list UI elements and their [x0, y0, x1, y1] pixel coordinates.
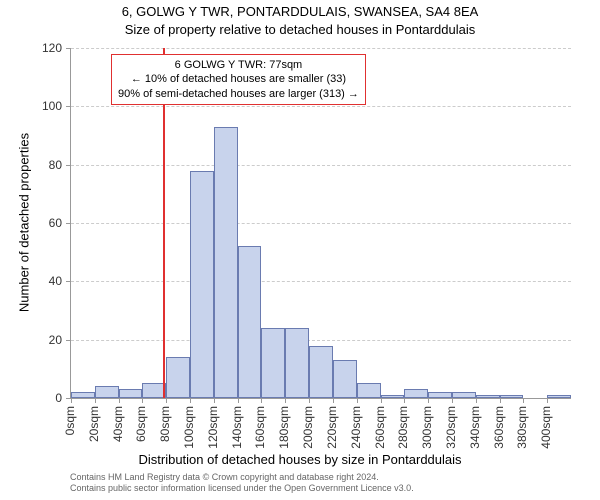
histogram-bar [166, 357, 190, 398]
x-tick-label: 100sqm [182, 406, 196, 449]
chart-container: 6, GOLWG Y TWR, PONTARDDULAIS, SWANSEA, … [0, 0, 600, 500]
histogram-bar [285, 328, 309, 398]
x-tick-label: 120sqm [206, 406, 220, 449]
x-tick-label: 20sqm [87, 406, 101, 442]
histogram-bar [309, 346, 333, 399]
x-tick-label: 340sqm [468, 406, 482, 449]
y-tick-label: 80 [49, 158, 62, 172]
x-tick-label: 160sqm [253, 406, 267, 449]
footer: Contains HM Land Registry data © Crown c… [70, 472, 414, 494]
x-tick-label: 40sqm [111, 406, 125, 442]
annotation-line1: 6 GOLWG Y TWR: 77sqm [118, 58, 359, 72]
y-tick-label: 20 [49, 333, 62, 347]
x-tick-label: 360sqm [492, 406, 506, 449]
annotation-line2: ← 10% of detached houses are smaller (33… [118, 72, 359, 86]
y-tick [66, 106, 71, 107]
histogram-bar [238, 246, 262, 398]
y-tick-label: 40 [49, 274, 62, 288]
x-tick-label: 140sqm [230, 406, 244, 449]
gridline [71, 223, 571, 224]
x-tick-label: 200sqm [301, 406, 315, 449]
x-tick-label: 300sqm [420, 406, 434, 449]
x-tick-label: 240sqm [349, 406, 363, 449]
x-tick-label: 320sqm [444, 406, 458, 449]
histogram-bar [404, 389, 428, 398]
histogram-bar [190, 171, 214, 399]
gridline [71, 340, 571, 341]
x-tick-label: 80sqm [158, 406, 172, 442]
y-tick-label: 120 [42, 41, 62, 55]
x-tick-label: 280sqm [396, 406, 410, 449]
histogram-bar [95, 386, 119, 398]
annotation-box: 6 GOLWG Y TWR: 77sqm ← 10% of detached h… [111, 54, 366, 105]
histogram-bar [261, 328, 285, 398]
gridline [71, 106, 571, 107]
y-tick-label: 0 [55, 391, 62, 405]
annotation-line3: 90% of semi-detached houses are larger (… [118, 87, 359, 101]
x-tick-label: 400sqm [539, 406, 553, 449]
footer-line2: Contains public sector information licen… [70, 483, 414, 494]
chart-subtitle: Size of property relative to detached ho… [0, 22, 600, 37]
x-tick-label: 180sqm [277, 406, 291, 449]
gridline [71, 165, 571, 166]
gridline [71, 48, 571, 49]
y-tick [66, 281, 71, 282]
y-labels: 020406080100120 [0, 48, 66, 398]
x-tick-label: 260sqm [373, 406, 387, 449]
y-tick [66, 48, 71, 49]
y-tick [66, 340, 71, 341]
y-tick [66, 165, 71, 166]
y-tick-label: 60 [49, 216, 62, 230]
y-tick [66, 223, 71, 224]
x-tick-label: 220sqm [325, 406, 339, 449]
x-tick-label: 0sqm [63, 406, 77, 435]
histogram-bar [333, 360, 357, 398]
histogram-bar [119, 389, 143, 398]
histogram-bar [214, 127, 238, 398]
x-tick-label: 380sqm [515, 406, 529, 449]
footer-line1: Contains HM Land Registry data © Crown c… [70, 472, 414, 483]
x-labels: 0sqm20sqm40sqm60sqm80sqm100sqm120sqm140s… [70, 398, 570, 458]
chart-title: 6, GOLWG Y TWR, PONTARDDULAIS, SWANSEA, … [0, 4, 600, 19]
x-axis-title: Distribution of detached houses by size … [0, 452, 600, 467]
plot-area: 6 GOLWG Y TWR: 77sqm ← 10% of detached h… [70, 48, 571, 399]
gridline [71, 281, 571, 282]
histogram-bar [357, 383, 381, 398]
y-tick-label: 100 [42, 99, 62, 113]
x-tick-label: 60sqm [134, 406, 148, 442]
